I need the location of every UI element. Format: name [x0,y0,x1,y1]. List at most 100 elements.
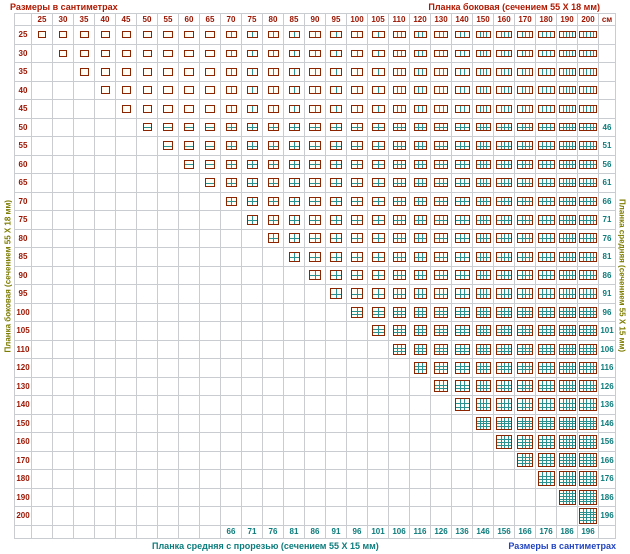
frame-cell [200,81,221,100]
frame-cell [32,26,53,45]
horizontal-divider-line [393,182,405,184]
vertical-divider-line [483,307,484,317]
empty-cell [95,100,116,119]
frame-cell [137,100,158,119]
frame-cell [452,192,473,211]
vertical-divider-line [443,105,444,112]
frame-icon [413,31,427,39]
horizontal-divider-line [414,219,426,221]
frame-cell [557,488,578,507]
horizontal-divider-line [435,275,447,277]
vertical-divider-line [500,50,502,56]
horizontal-divider-line [352,127,362,129]
frame-cell [431,248,452,267]
frame-cell [347,211,368,230]
empty-cell [53,285,74,304]
empty-cell [137,266,158,285]
frame-cell [137,63,158,82]
vertical-divider-line [507,381,509,392]
vertical-divider-line [418,68,420,75]
horizontal-divider-line [435,384,447,386]
frame-cell [263,118,284,137]
frame-cell [515,81,536,100]
vertical-divider-line [479,399,481,411]
frame-cell [557,137,578,156]
middle-plank-length: 96 [599,303,616,322]
empty-cell [95,340,116,359]
horizontal-divider-line [580,493,596,495]
horizontal-divider-line [559,313,575,315]
vertical-divider-line [507,399,509,411]
vertical-divider-line [483,50,484,56]
column-header: 200 [578,13,599,26]
frame-cell [515,322,536,341]
frame-cell [557,322,578,341]
horizontal-divider-line [559,384,575,386]
empty-cell [74,118,95,137]
frame-cell [389,340,410,359]
horizontal-divider-line [580,511,596,513]
vertical-divider-line [565,490,567,504]
frame-icon [267,159,279,169]
empty-cell [263,414,284,433]
frame-cell [179,155,200,174]
horizontal-divider-line [538,387,554,389]
frame-cell [263,26,284,45]
frame-icon [558,49,576,57]
frame-icon [537,31,555,39]
vertical-divider-line [521,105,523,112]
vertical-divider-line [583,490,585,504]
horizontal-divider-line [185,145,193,147]
empty-cell [137,229,158,248]
horizontal-divider-line [372,238,384,240]
empty-cell [305,414,326,433]
frame-icon [558,398,576,412]
horizontal-divider-line [393,310,405,312]
vertical-divider-line [571,490,573,504]
frame-cell [536,303,557,322]
row-header: 30 [14,44,32,63]
empty-cell [95,248,116,267]
horizontal-divider-line [518,293,532,295]
frame-icon [142,104,152,113]
frame-icon [558,325,576,337]
vertical-divider-line [568,32,570,38]
frame-cell [431,81,452,100]
frame-cell [242,192,263,211]
vertical-divider-line [546,68,547,75]
frame-cell [242,155,263,174]
vertical-divider-line [483,32,484,38]
frame-cell [431,285,452,304]
frame-icon [371,123,385,132]
horizontal-divider-line [518,164,532,166]
empty-cell [137,359,158,378]
horizontal-divider-line [497,164,511,166]
column-header: 35 [74,13,95,26]
frame-icon [517,270,533,281]
frame-cell [179,81,200,100]
vertical-divider-line [459,399,461,411]
vertical-divider-line [479,50,481,56]
frame-icon [413,233,427,244]
empty-cell [95,377,116,396]
frame-cell [452,211,473,230]
frame-cell [200,118,221,137]
empty-cell [158,155,179,174]
empty-cell [116,433,137,452]
vertical-divider-line [479,381,481,392]
frame-icon [225,123,237,132]
frame-icon [475,251,491,262]
frame-icon [309,178,321,188]
frame-icon [454,361,470,374]
empty-cell [53,322,74,341]
frame-cell [536,470,557,489]
vertical-divider-line [504,32,505,38]
empty-cell [410,488,431,507]
empty-cell [53,340,74,359]
empty-cell [53,211,74,230]
empty-cell [263,266,284,285]
column-header: 40 [95,13,116,26]
frame-icon [475,270,491,281]
empty-cell [200,451,221,470]
horizontal-divider-line [247,219,257,221]
